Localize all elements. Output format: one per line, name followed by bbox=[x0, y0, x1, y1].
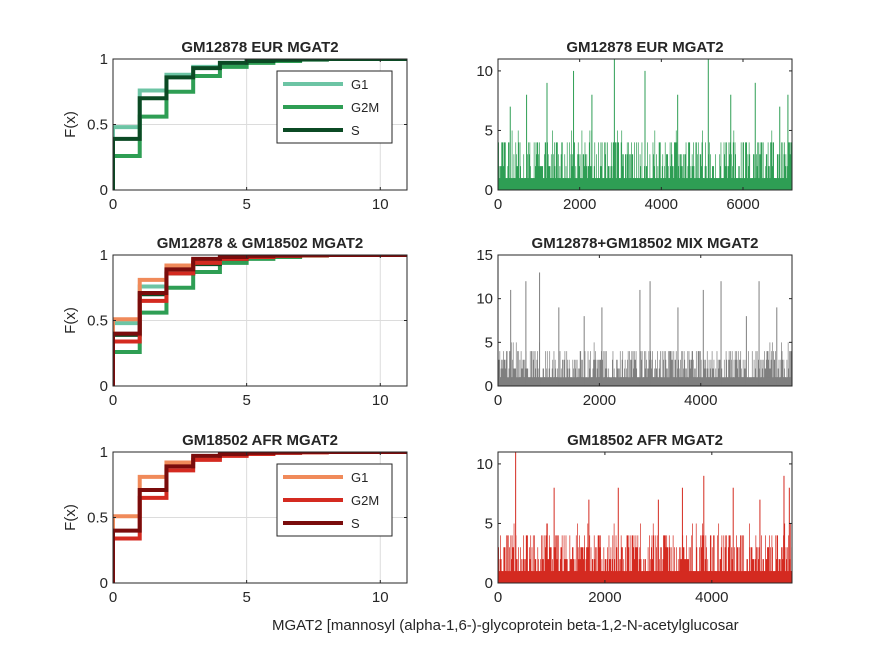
y-tick-label: 0 bbox=[485, 575, 493, 592]
x-tick-label: 2000 bbox=[563, 196, 596, 213]
x-tick-label: 2000 bbox=[588, 589, 621, 606]
y-tick-label: 0.5 bbox=[87, 313, 108, 330]
subplot-2: 0 2000 4000 6000 0 5 10 GM12878 EUR MGAT2 bbox=[476, 39, 793, 213]
x-tick-label: 5 bbox=[242, 589, 250, 606]
y-tick-label: 0 bbox=[100, 378, 108, 395]
x-tick-label: 0 bbox=[109, 392, 117, 409]
spike-base bbox=[498, 571, 792, 583]
x-tick-label: 0 bbox=[109, 196, 117, 213]
subplot-title: GM12878 EUR MGAT2 bbox=[181, 39, 338, 56]
plot-layer bbox=[498, 59, 792, 190]
x-tick-label: 0 bbox=[494, 392, 502, 409]
y-tick-label: 1 bbox=[100, 444, 108, 461]
y-tick-label: 5 bbox=[485, 515, 493, 532]
x-tick-label: 10 bbox=[372, 196, 389, 213]
y-tick-label: 0 bbox=[485, 378, 493, 395]
y-tick-label: 15 bbox=[476, 247, 493, 264]
y-tick-label: 10 bbox=[476, 63, 493, 80]
x-tick-label: 10 bbox=[372, 589, 389, 606]
legend-label-g1: G1 bbox=[351, 77, 368, 92]
x-tick-label: 2000 bbox=[583, 392, 616, 409]
y-tick-label: 1 bbox=[100, 247, 108, 264]
subplot-4: 0 2000 4000 0 5 10 15 GM12878+GM18502 MIX MGAT2 bbox=[476, 235, 793, 409]
plot-area bbox=[498, 255, 792, 386]
y-tick-label: 0.5 bbox=[87, 510, 108, 527]
y-tick-label: 0.5 bbox=[87, 117, 108, 134]
x-tick-label: 0 bbox=[109, 589, 117, 606]
x-tick-label: 6000 bbox=[726, 196, 759, 213]
x-tick-label: 4000 bbox=[684, 392, 717, 409]
y-tick-label: 0 bbox=[100, 575, 108, 592]
subplot-title: GM18502 AFR MGAT2 bbox=[182, 432, 338, 449]
legend-label-s: S bbox=[351, 123, 360, 138]
axes-box bbox=[497, 254, 793, 387]
y-tick-label: 10 bbox=[476, 291, 493, 308]
legend-label-g1: G1 bbox=[351, 470, 368, 485]
subplot-3: 0 5 10 0 0.5 1 GM12878 & GM18502 MGAT2 F(x) bbox=[62, 235, 408, 409]
subplot-title: GM12878 EUR MGAT2 bbox=[566, 39, 723, 56]
x-tick-label: 4000 bbox=[695, 589, 728, 606]
plot-layer bbox=[498, 452, 792, 583]
y-tick-label: 0 bbox=[485, 182, 493, 199]
legend-label-s: S bbox=[351, 516, 360, 531]
legend-label-g2m: G2M bbox=[351, 493, 379, 508]
y-tick-label: 0 bbox=[100, 182, 108, 199]
y-tick-label: 5 bbox=[485, 122, 493, 139]
x-tick-label: 5 bbox=[242, 392, 250, 409]
subplot-1: 0 5 10 0 0.5 1 GM12878 EUR MGAT2 F(x) G1 G2M S bbox=[62, 39, 408, 213]
plot-layer bbox=[498, 272, 792, 386]
y-tick-label: 5 bbox=[485, 334, 493, 351]
x-tick-label: 5 bbox=[242, 196, 250, 213]
y-tick-label: 1 bbox=[100, 51, 108, 68]
subplot-title: GM12878+GM18502 MIX MGAT2 bbox=[532, 235, 759, 252]
axes-box bbox=[497, 58, 793, 191]
subplot-5: 0 5 10 0 0.5 1 GM18502 AFR MGAT2 F(x) G1 G2M S bbox=[62, 432, 408, 606]
axes-box bbox=[497, 451, 793, 584]
figure-xlabel: MGAT2 [mannosyl (alpha-1,6-)-glycoprotei… bbox=[272, 617, 739, 634]
subplot-title: GM18502 AFR MGAT2 bbox=[567, 432, 723, 449]
x-tick-label: 4000 bbox=[645, 196, 678, 213]
spike-base bbox=[498, 377, 792, 386]
y-tick-label: 10 bbox=[476, 456, 493, 473]
y-axis-label: F(x) bbox=[62, 111, 79, 138]
y-axis-label: F(x) bbox=[62, 504, 79, 531]
subplot-6: 0 2000 4000 0 5 10 GM18502 AFR MGAT2 bbox=[476, 432, 793, 606]
x-tick-label: 10 bbox=[372, 392, 389, 409]
x-tick-label: 0 bbox=[494, 196, 502, 213]
legend: G1 G2M S bbox=[276, 463, 393, 537]
x-tick-label: 0 bbox=[494, 589, 502, 606]
legend: G1 G2M S bbox=[276, 70, 393, 144]
legend-label-g2m: G2M bbox=[351, 100, 379, 115]
y-axis-label: F(x) bbox=[62, 307, 79, 334]
subplot-title: GM12878 & GM18502 MGAT2 bbox=[157, 235, 363, 252]
